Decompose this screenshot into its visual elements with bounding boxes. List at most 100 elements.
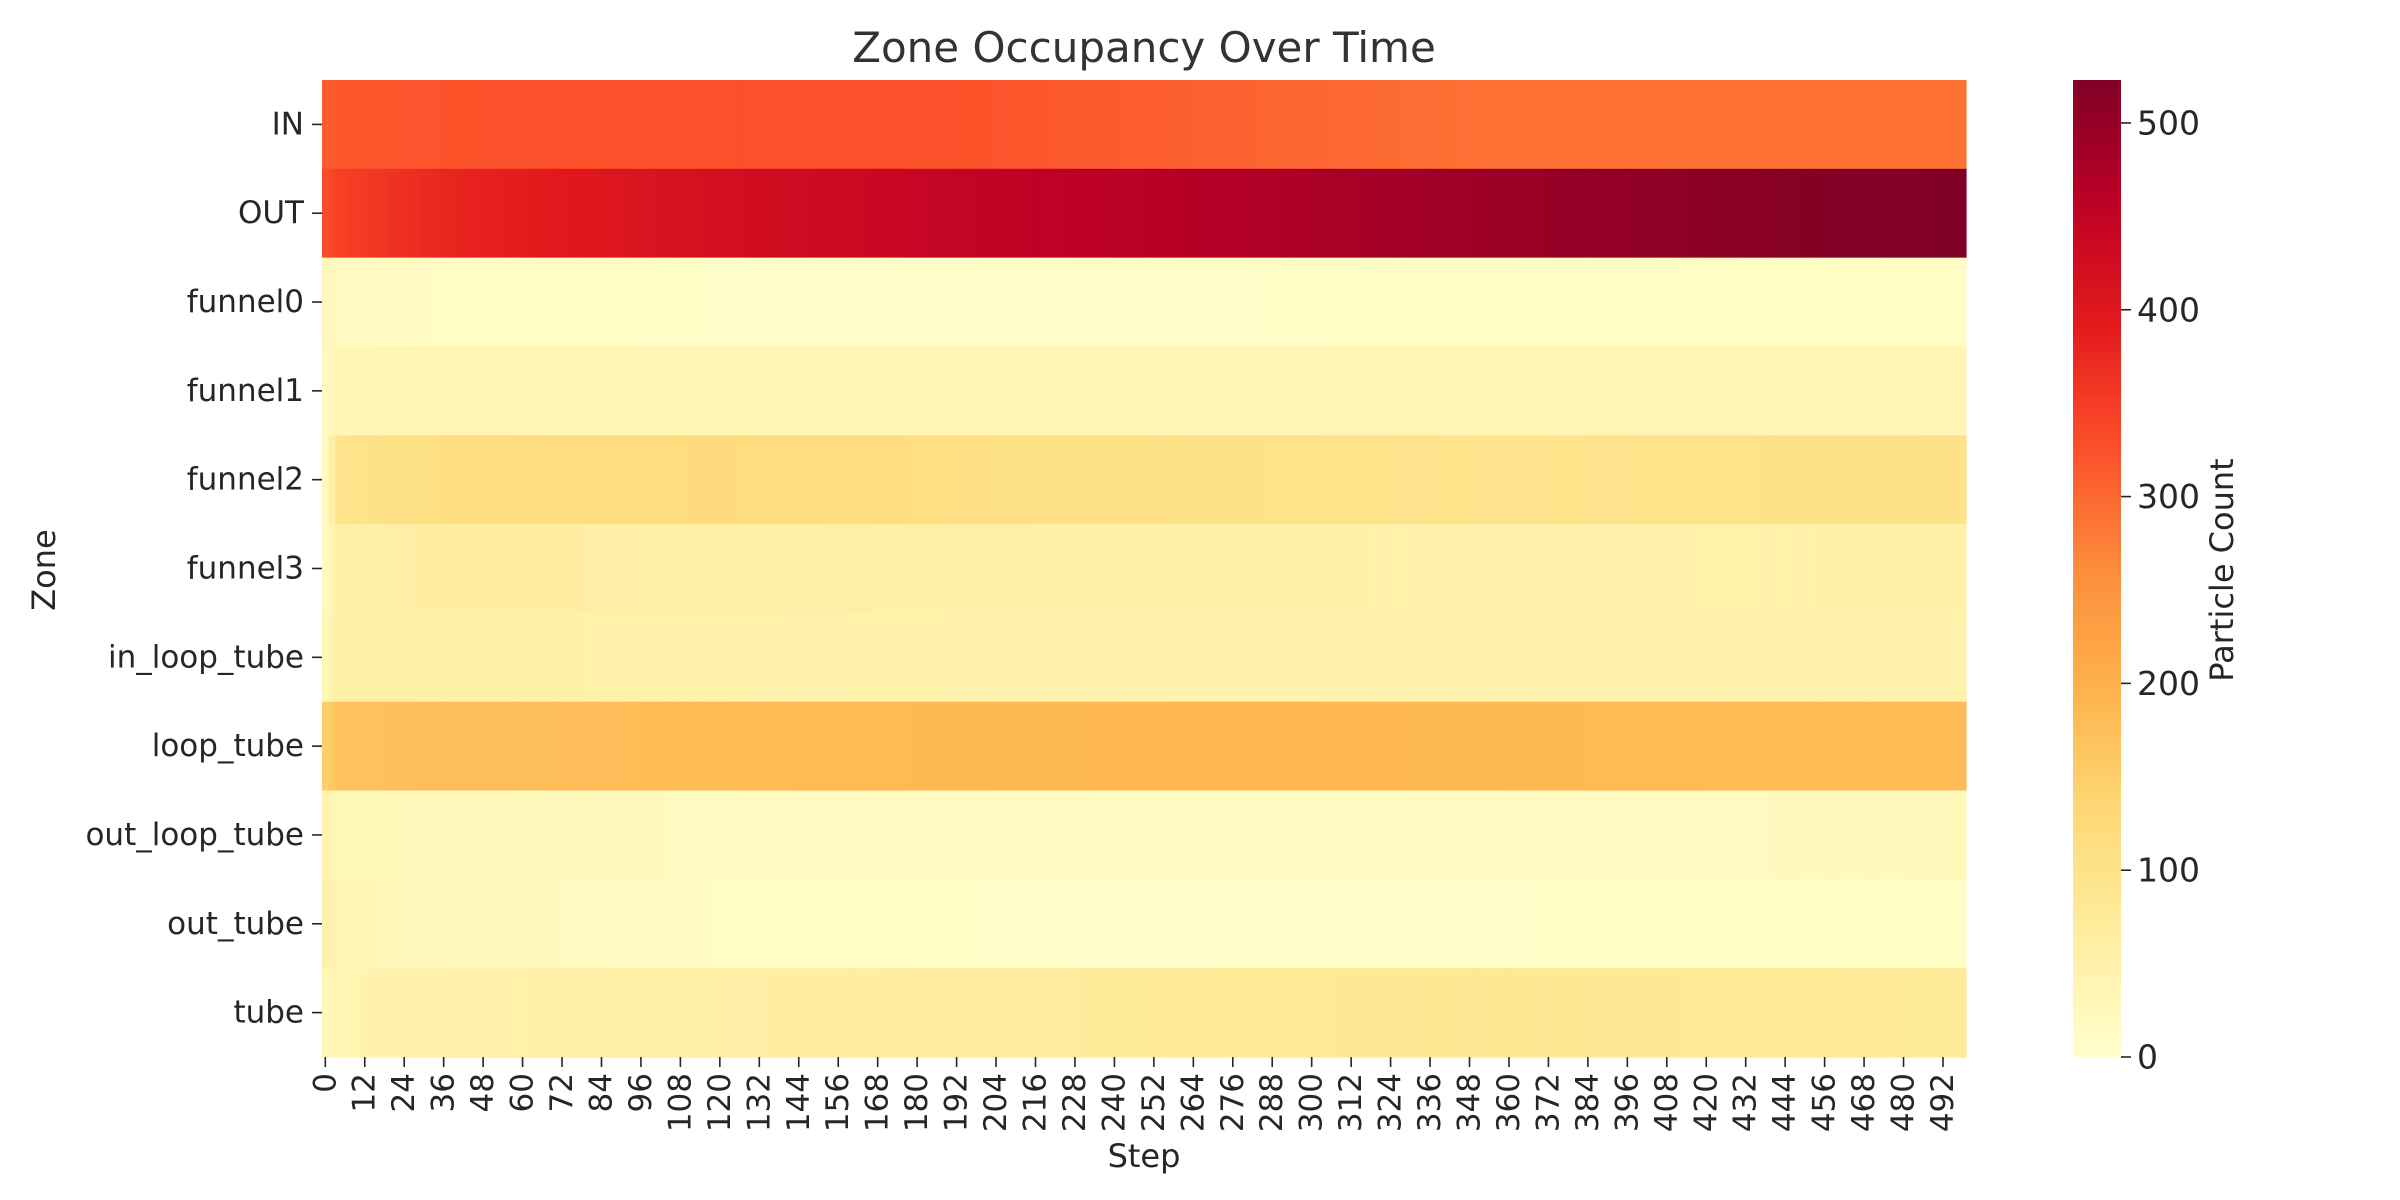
heatmap-cell: [867, 790, 875, 880]
heatmap-cell: [591, 80, 599, 170]
heatmap-cell: [506, 701, 514, 792]
heatmap-cell: [499, 346, 507, 436]
heatmap-cell: [348, 435, 356, 525]
heatmap-cell: [1144, 80, 1152, 170]
heatmap-cell: [1722, 879, 1730, 969]
heatmap-cell: [479, 524, 487, 614]
heatmap-cell: [1275, 257, 1283, 348]
heatmap-cell: [1551, 879, 1559, 969]
heatmap-cell: [979, 879, 987, 969]
heatmap-cell: [696, 346, 705, 436]
heatmap-cell: [1466, 790, 1474, 880]
heatmap-cell: [926, 879, 935, 969]
heatmap-cell: [1091, 257, 1099, 348]
heatmap-cell: [736, 701, 744, 792]
heatmap-cell: [1479, 80, 1487, 170]
heatmap-cell: [1078, 524, 1086, 614]
heatmap-cell: [1387, 346, 1395, 436]
heatmap-cell: [1656, 968, 1665, 1058]
heatmap-cell: [1111, 346, 1119, 436]
colorbar-tick-label: 500: [2137, 103, 2200, 142]
heatmap-cell: [1163, 879, 1171, 969]
heatmap-cell: [1637, 790, 1645, 880]
heatmap-cell: [525, 346, 534, 436]
heatmap-cell: [400, 612, 409, 703]
heatmap-cell: [775, 790, 783, 880]
heatmap-cell: [946, 701, 954, 792]
heatmap-cell: [525, 435, 534, 525]
heatmap-cell: [887, 968, 895, 1058]
heatmap-cell: [716, 80, 724, 170]
heatmap-cell: [558, 968, 566, 1058]
heatmap-cell: [1453, 790, 1461, 880]
heatmap-cell: [1413, 612, 1421, 703]
heatmap-cell: [1163, 612, 1171, 703]
heatmap-cell: [742, 435, 751, 525]
heatmap-cell: [1834, 968, 1842, 1058]
heatmap-cell: [1183, 168, 1191, 259]
heatmap-cell: [1288, 168, 1296, 259]
heatmap-cell: [1670, 701, 1678, 792]
heatmap-cell: [657, 80, 665, 170]
heatmap-cell: [1407, 435, 1415, 525]
heatmap-cell: [1558, 435, 1566, 525]
heatmap-cell: [677, 701, 685, 792]
heatmap-cell: [1841, 612, 1849, 703]
heatmap-cell: [874, 790, 882, 880]
heatmap-cell: [867, 346, 875, 436]
heatmap-cell: [920, 612, 928, 703]
heatmap-cell: [1124, 968, 1132, 1058]
heatmap-cell: [1183, 80, 1191, 170]
heatmap-cell: [440, 257, 448, 348]
heatmap-cell: [1887, 968, 1895, 1058]
x-tick-label: 132: [741, 1073, 777, 1132]
heatmap-cell: [440, 790, 448, 880]
heatmap-cell: [1196, 168, 1204, 259]
heatmap-cell: [624, 879, 632, 969]
heatmap-cell: [558, 80, 566, 170]
heatmap-cell: [1597, 435, 1605, 525]
heatmap-cell: [1919, 612, 1928, 703]
heatmap-cell: [335, 612, 343, 703]
heatmap-cell: [565, 790, 573, 880]
heatmap-cell: [815, 168, 823, 259]
heatmap-cell: [1959, 701, 1967, 792]
heatmap-cell: [729, 346, 737, 436]
heatmap-cell: [1584, 612, 1592, 703]
heatmap-cell: [1236, 790, 1244, 880]
heatmap-cell: [657, 790, 665, 880]
heatmap-cell: [1314, 435, 1323, 525]
heatmap-cell: [1144, 168, 1152, 259]
heatmap-cell: [1558, 879, 1566, 969]
heatmap-cell: [479, 80, 487, 170]
heatmap-cell: [986, 968, 994, 1058]
heatmap-cell: [1518, 168, 1527, 259]
heatmap-cell: [1065, 168, 1073, 259]
heatmap-cell: [1216, 612, 1224, 703]
heatmap-cell: [1571, 168, 1579, 259]
heatmap-cell: [999, 701, 1007, 792]
heatmap-cell: [1854, 968, 1862, 1058]
heatmap-cell: [1170, 257, 1178, 348]
heatmap-cell: [1084, 257, 1092, 348]
heatmap-cell: [571, 612, 580, 703]
heatmap-cell: [907, 346, 915, 436]
heatmap-cell: [440, 80, 448, 170]
heatmap-cell: [1203, 346, 1211, 436]
heatmap-cell: [716, 968, 724, 1058]
heatmap-cell: [1604, 879, 1612, 969]
heatmap-cell: [611, 80, 619, 170]
heatmap-cell: [631, 701, 639, 792]
heatmap-cell: [433, 524, 441, 614]
heatmap-cell: [1827, 168, 1836, 259]
heatmap-cell: [1361, 612, 1369, 703]
heatmap-cell: [1624, 435, 1632, 525]
heatmap-cell: [1058, 257, 1066, 348]
heatmap-cell: [1091, 612, 1099, 703]
heatmap-cell: [335, 879, 343, 969]
heatmap-cell: [1150, 790, 1158, 880]
heatmap-cell: [1624, 524, 1632, 614]
heatmap-cell: [1906, 80, 1914, 170]
heatmap-cell: [1670, 346, 1678, 436]
heatmap-cell: [841, 346, 849, 436]
